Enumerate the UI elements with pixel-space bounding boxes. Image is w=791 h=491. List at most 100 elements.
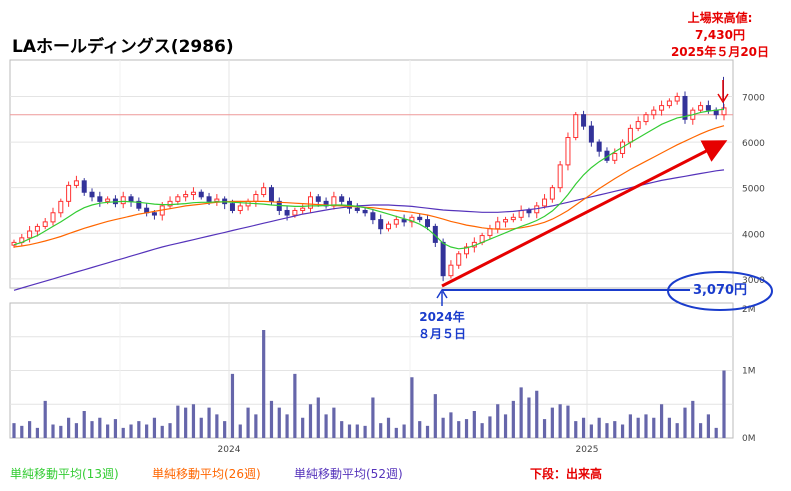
volume-bar (410, 377, 414, 438)
volume-bar (714, 427, 718, 438)
candle-body (549, 187, 555, 200)
high-date: 2025年５月20日 (670, 45, 770, 59)
volume-bar (488, 416, 492, 438)
volume-bar (262, 330, 266, 438)
volume-bar (308, 404, 313, 438)
volume-bar (98, 417, 102, 438)
candle-body (229, 203, 235, 211)
volume-bar (496, 404, 500, 438)
volume-bar (340, 421, 344, 438)
candle-body (518, 209, 524, 218)
high-arrow-head (717, 93, 729, 104)
candle-body (510, 216, 516, 221)
candle-body (581, 114, 587, 127)
candle-body (425, 219, 431, 227)
legend-ma13: 単純移動平均(13週) (10, 467, 119, 481)
volume-bar (683, 407, 687, 438)
candle-body (682, 95, 688, 120)
volume-bar (527, 397, 531, 438)
trend-arrow (441, 140, 728, 288)
volume-bar (379, 423, 383, 438)
volume-bar (145, 424, 149, 438)
volume-bar (246, 407, 250, 438)
volume-bar (152, 417, 157, 438)
volume-bar (566, 405, 570, 438)
price-panel (9, 59, 734, 289)
candle-body (81, 180, 87, 193)
volume-bar (535, 390, 539, 438)
volume-note: 下段：出来高 (530, 467, 603, 481)
candle-body (596, 141, 602, 152)
candle-body (386, 223, 392, 230)
volume-bar (277, 407, 281, 438)
candle-body (50, 212, 56, 223)
volume-bar (285, 414, 289, 438)
candle-body (292, 209, 298, 216)
candle-body (565, 137, 571, 166)
candle-body (674, 95, 680, 102)
price-tick-label: 7000 (742, 93, 765, 103)
volume-bar (355, 424, 359, 438)
ma26-line (13, 125, 725, 248)
volume-bar (324, 414, 328, 438)
low-price-label: 3,070円 (692, 283, 748, 298)
volume-bar (628, 414, 632, 438)
volume-bar (51, 424, 55, 438)
volume-bar (636, 417, 640, 438)
volume-bar (215, 414, 219, 438)
candle-body (503, 219, 509, 223)
volume-tick-label: 1M (742, 367, 756, 377)
candle-body (698, 105, 704, 111)
candle-body (128, 196, 134, 202)
legend-ma26: 単純移動平均(26週) (152, 467, 261, 481)
candle-body (659, 105, 665, 111)
volume-bar (82, 411, 86, 438)
ma13-line (13, 108, 725, 250)
high-price: 7,430円 (695, 28, 745, 42)
candle-body (464, 246, 470, 255)
volume-bar (418, 421, 422, 438)
volume-bar (137, 421, 141, 438)
candle-body (136, 200, 142, 209)
candle-body (268, 187, 274, 202)
volume-bar (511, 400, 515, 438)
candle-body (151, 212, 157, 216)
candle-body (378, 219, 384, 230)
candle-body (448, 264, 454, 277)
candle-body (643, 114, 649, 123)
volume-bar (574, 421, 578, 438)
candle-body (440, 241, 446, 277)
moving-averages (13, 108, 725, 291)
volume-bar (620, 424, 625, 438)
volume-bar (184, 407, 188, 438)
volume-bar (113, 419, 118, 438)
volume-bar (480, 423, 484, 438)
volume-bar (347, 424, 352, 438)
volume-bar (121, 427, 125, 438)
volume-bar (230, 373, 235, 438)
candles (11, 76, 727, 282)
volume-bar (371, 397, 375, 438)
candle-body (612, 152, 618, 161)
volume-bar (698, 423, 703, 438)
low-date-day: ８月５日 (417, 327, 466, 341)
volume-bar (581, 417, 586, 438)
candle-body (105, 198, 111, 202)
volume-bar (316, 397, 320, 438)
volume-bar (254, 414, 258, 438)
candle-body (362, 209, 368, 214)
volume-bar (644, 414, 648, 438)
high-label: 上場来高値: (687, 11, 753, 25)
candle-body (401, 219, 407, 223)
volume-bar (168, 423, 172, 438)
all-time-high-annotation: 上場来高値: 7,430円 2025年５月20日 (660, 10, 780, 61)
candle-body (627, 127, 633, 143)
candle-body (89, 191, 95, 198)
volume-bar (160, 425, 164, 438)
candle-body (42, 221, 48, 227)
volume-bar (199, 417, 203, 438)
volume-bar (12, 423, 16, 438)
volume-bar (269, 400, 274, 438)
candle-body (120, 196, 126, 205)
